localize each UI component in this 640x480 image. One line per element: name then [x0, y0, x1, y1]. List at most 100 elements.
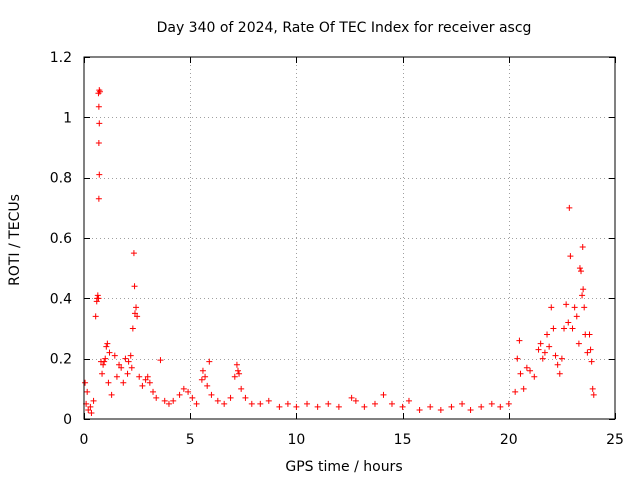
data-point	[150, 388, 157, 395]
data-point	[276, 403, 283, 410]
y-tick-label: 0.6	[50, 231, 72, 247]
x-tick-label: 20	[500, 432, 518, 448]
data-point	[527, 367, 534, 374]
data-point	[95, 195, 102, 202]
data-point	[579, 292, 586, 299]
data-point	[427, 403, 434, 410]
data-point	[92, 313, 99, 320]
axis-ticks: 0 5 10 15 20 25 0 0.2 0.4 0.6 0.8 1 1.2	[50, 50, 624, 448]
data-point	[99, 370, 106, 377]
data-point	[176, 391, 183, 398]
data-point	[520, 385, 527, 392]
x-tick-label: 5	[186, 432, 195, 448]
data-point	[535, 346, 542, 353]
data-point	[189, 394, 196, 401]
data-point	[552, 352, 559, 359]
data-point	[136, 373, 143, 380]
data-point	[569, 325, 576, 332]
data-point	[122, 355, 129, 362]
data-point	[144, 373, 151, 380]
data-point	[133, 304, 140, 311]
data-point	[95, 103, 102, 110]
data-point	[234, 367, 241, 374]
data-point	[118, 364, 125, 371]
data-point	[448, 403, 455, 410]
data-point	[131, 310, 138, 317]
data-point	[113, 373, 120, 380]
data-point	[84, 388, 91, 395]
y-tick-label: 1	[63, 110, 72, 126]
data-point	[214, 397, 221, 404]
data-point	[539, 355, 546, 362]
data-point	[416, 406, 423, 413]
data-point	[95, 295, 102, 302]
data-point	[134, 313, 141, 320]
data-point	[139, 382, 146, 389]
data-point	[206, 358, 213, 365]
data-point	[85, 406, 92, 413]
data-point	[157, 357, 164, 364]
data-point	[361, 403, 368, 410]
data-point	[588, 358, 595, 365]
data-point	[96, 120, 103, 127]
data-point	[96, 171, 103, 178]
data-point	[531, 373, 538, 380]
data-point	[563, 301, 570, 308]
data-point	[204, 382, 211, 389]
data-point	[129, 325, 136, 332]
data-point	[87, 403, 94, 410]
x-tick-label: 0	[80, 432, 89, 448]
data-point	[335, 403, 342, 410]
data-point	[257, 400, 264, 407]
data-point	[516, 337, 523, 344]
data-point	[208, 391, 215, 398]
data-point	[478, 403, 485, 410]
data-point	[587, 346, 594, 353]
data-point	[371, 400, 378, 407]
y-axis-label: ROTI / TECUs	[7, 194, 23, 286]
data-point	[523, 364, 530, 371]
data-point	[304, 400, 311, 407]
data-point	[314, 403, 321, 410]
data-point	[100, 361, 107, 368]
data-point	[578, 268, 585, 275]
data-point	[589, 385, 596, 392]
data-point	[348, 394, 355, 401]
data-point	[124, 370, 131, 377]
x-tick-label: 10	[287, 432, 305, 448]
data-point	[88, 409, 95, 416]
data-point	[101, 358, 108, 365]
data-point	[514, 355, 521, 362]
data-point	[505, 400, 512, 407]
data-point	[558, 355, 565, 362]
data-point	[590, 391, 597, 398]
data-point	[95, 139, 102, 146]
data-point	[90, 397, 97, 404]
data-point	[128, 364, 135, 371]
data-point	[193, 400, 200, 407]
data-point	[546, 343, 553, 350]
data-point	[576, 265, 583, 272]
data-point	[94, 292, 101, 299]
data-point	[82, 379, 89, 386]
x-tick-label: 25	[606, 432, 624, 448]
data-point	[199, 367, 206, 374]
data-point	[579, 244, 586, 251]
data-point	[561, 325, 568, 332]
data-point	[293, 403, 300, 410]
data-point	[142, 376, 149, 383]
chart-title: Day 340 of 2024, Rate Of TEC Index for r…	[157, 20, 532, 36]
data-point	[399, 403, 406, 410]
data-point	[127, 352, 134, 359]
y-tick-label: 1.2	[50, 50, 72, 66]
data-point	[586, 331, 593, 338]
data-point	[227, 394, 234, 401]
data-point	[352, 397, 359, 404]
data-point	[437, 406, 444, 413]
data-point	[541, 349, 548, 356]
data-point	[96, 88, 103, 95]
data-point	[571, 304, 578, 311]
data-point	[512, 388, 519, 395]
